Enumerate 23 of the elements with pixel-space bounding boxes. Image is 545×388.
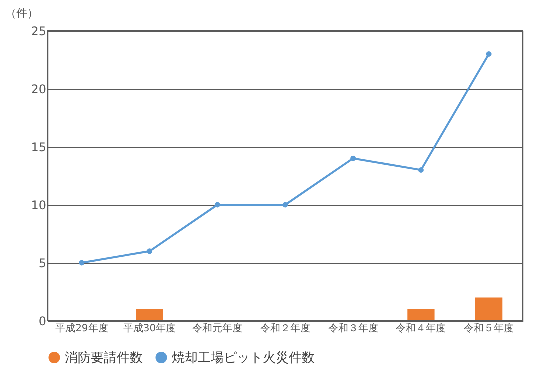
x-tick-label: 令和２年度 bbox=[260, 322, 310, 334]
y-tick-label: 5 bbox=[38, 256, 46, 270]
x-tick-label: 令和４年度 bbox=[396, 322, 446, 334]
y-tick-label: 0 bbox=[38, 314, 46, 328]
point bbox=[486, 51, 492, 57]
y-tick-label: 10 bbox=[31, 198, 46, 212]
x-tick-label: 平成30年度 bbox=[123, 322, 176, 334]
x-tick-label: 平成29年度 bbox=[56, 322, 108, 334]
x-tick-label: 令和５年度 bbox=[464, 322, 514, 334]
y-tick-label: 20 bbox=[31, 82, 46, 96]
point bbox=[147, 248, 153, 254]
point bbox=[282, 202, 288, 208]
point bbox=[214, 202, 220, 208]
point bbox=[418, 167, 424, 173]
point bbox=[79, 260, 85, 266]
x-tick-label: 令和３年度 bbox=[328, 322, 378, 334]
y-tick-label: 25 bbox=[31, 24, 46, 38]
legend-label: 焼却工場ピット火災件数 bbox=[172, 350, 315, 366]
legend-label: 消防要請件数 bbox=[65, 350, 143, 366]
y-axis-title: （件） bbox=[6, 7, 39, 20]
point bbox=[350, 156, 356, 162]
x-tick-label: 令和元年度 bbox=[192, 322, 243, 334]
y-tick-label: 15 bbox=[31, 140, 46, 154]
